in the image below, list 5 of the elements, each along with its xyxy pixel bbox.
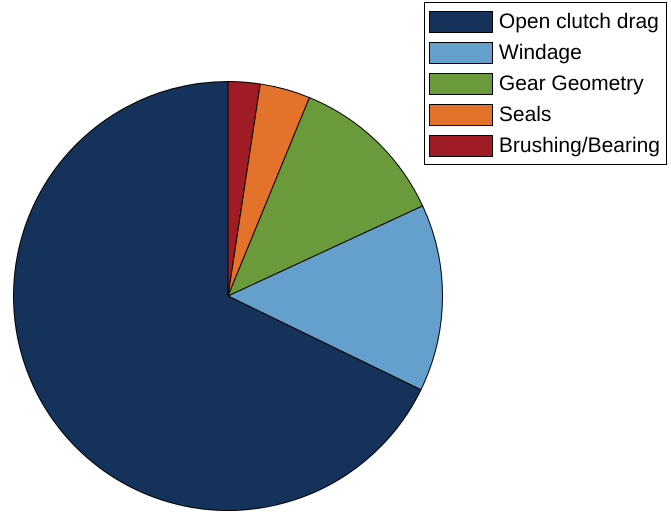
legend-label: Open clutch drag [498, 10, 659, 34]
legend-label: Windage [498, 40, 582, 64]
legend-label: Gear Geometry [498, 72, 644, 96]
legend-label: Seals [498, 102, 552, 126]
legend-label: Brushing/Bearing [498, 134, 660, 158]
